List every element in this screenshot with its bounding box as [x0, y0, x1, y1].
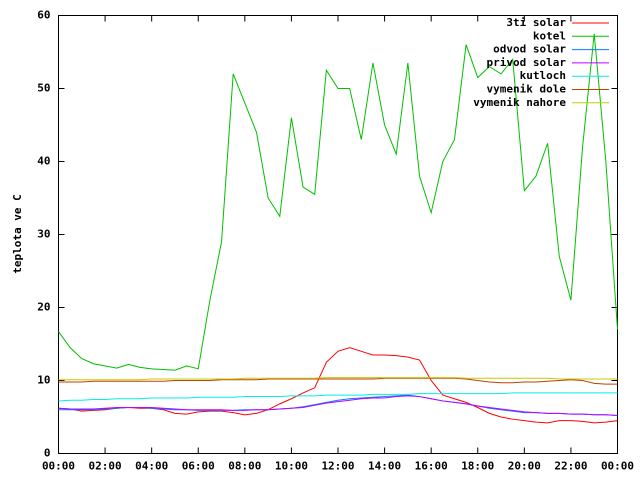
y-tick-label: 50 — [37, 82, 50, 95]
series-line — [58, 347, 618, 424]
series-line — [58, 377, 618, 381]
x-tick-label: 04:00 — [135, 460, 168, 473]
series-line — [58, 395, 618, 417]
x-tick-label: 12:00 — [321, 460, 354, 473]
y-axis-label: teplota ve C — [11, 194, 24, 273]
x-tick-label: 22:00 — [554, 460, 587, 473]
series-line — [58, 392, 618, 402]
y-tick-label: 40 — [37, 155, 50, 168]
series-line — [58, 33, 618, 371]
y-tick-label: 20 — [37, 301, 50, 314]
x-tick-label: 00:00 — [42, 460, 75, 473]
x-tick-label: 16:00 — [415, 460, 448, 473]
series-line — [58, 377, 618, 385]
legend-label: kutloch — [520, 69, 566, 82]
y-tick-label: 30 — [37, 228, 50, 241]
series-line — [58, 394, 618, 417]
legend-label: privod solar — [487, 56, 567, 69]
y-tick-label: 60 — [37, 9, 50, 22]
legend-label: 3ti solar — [506, 16, 566, 29]
y-tick-label: 10 — [37, 374, 50, 387]
y-tick-label: 0 — [44, 447, 51, 460]
x-tick-label: 10:00 — [275, 460, 308, 473]
x-tick-label: 14:00 — [368, 460, 401, 473]
x-tick-label: 08:00 — [228, 460, 261, 473]
legend-label: odvod solar — [493, 43, 566, 56]
legend-label: kotel — [533, 29, 566, 42]
x-tick-label: 02:00 — [89, 460, 122, 473]
x-tick-label: 06:00 — [182, 460, 215, 473]
x-tick-label: 18:00 — [461, 460, 494, 473]
legend-label: vymenik dole — [487, 83, 567, 96]
x-tick-label: 00:00 — [601, 460, 634, 473]
x-tick-label: 20:00 — [508, 460, 541, 473]
legend-label: vymenik nahore — [473, 96, 566, 109]
